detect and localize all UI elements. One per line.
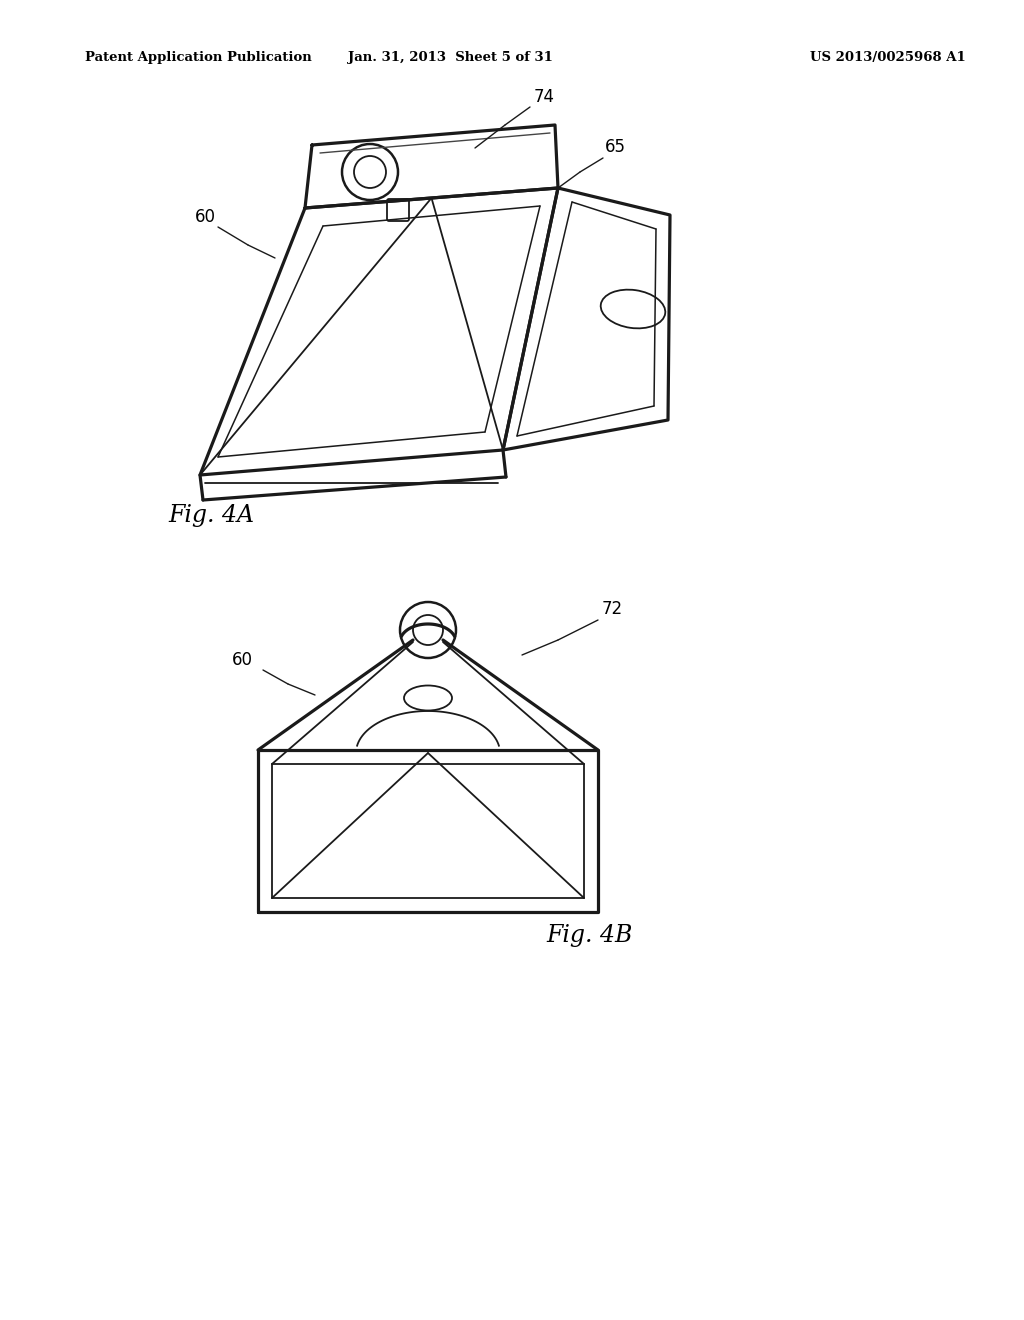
Text: 65: 65	[605, 139, 626, 156]
Text: US 2013/0025968 A1: US 2013/0025968 A1	[810, 50, 966, 63]
Text: 74: 74	[534, 88, 555, 106]
Text: Fig. 4A: Fig. 4A	[168, 504, 254, 527]
Text: 60: 60	[195, 209, 216, 226]
Text: 60: 60	[232, 651, 253, 669]
Text: Patent Application Publication: Patent Application Publication	[85, 50, 311, 63]
Text: Fig. 4B: Fig. 4B	[546, 924, 633, 946]
Text: Jan. 31, 2013  Sheet 5 of 31: Jan. 31, 2013 Sheet 5 of 31	[347, 50, 552, 63]
Text: 72: 72	[602, 601, 624, 618]
